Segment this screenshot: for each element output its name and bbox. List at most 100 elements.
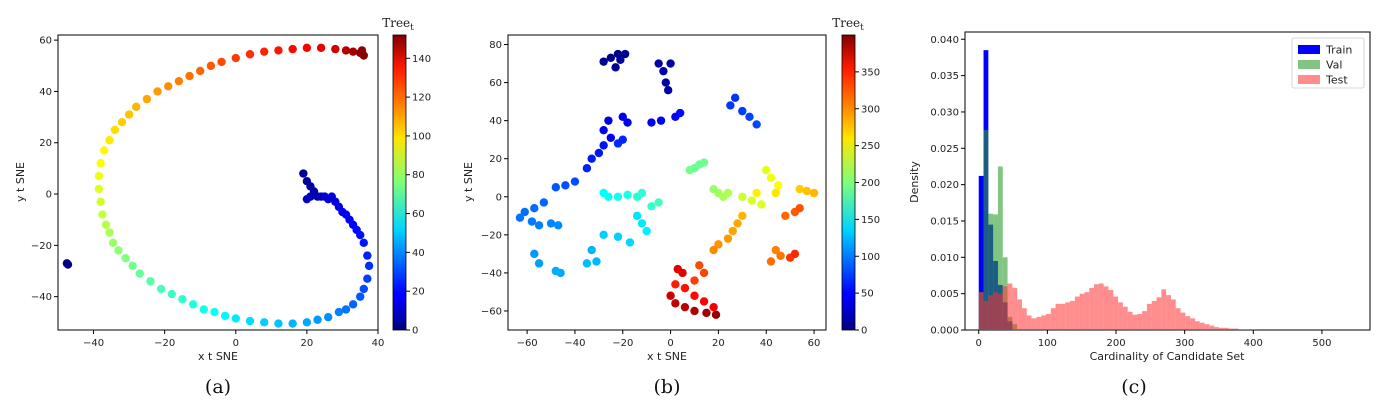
scatter-point — [348, 47, 358, 56]
panel-b-colorbar-title-main: Tree — [832, 16, 860, 30]
scatter-point — [587, 154, 596, 163]
scatter-point — [613, 192, 623, 201]
scatter-point — [220, 311, 230, 321]
colorbar-tick-label: 40 — [412, 248, 425, 259]
scatter-point — [561, 181, 570, 190]
panel-a-y-ticks: −40 −20 0 20 40 60 — [31, 36, 58, 303]
panel-b-points — [515, 49, 819, 319]
scatter-point — [604, 192, 613, 201]
histogram-bar — [1084, 292, 1090, 330]
scatter-point — [539, 198, 549, 207]
scatter-point — [260, 47, 269, 56]
histogram-bar — [983, 130, 989, 330]
panel-b-colorbar — [841, 34, 856, 331]
x-tick-label: 0 — [233, 338, 239, 349]
colorbar-tick-label: 80 — [412, 170, 425, 181]
y-tick-label: 60 — [39, 36, 52, 47]
scatter-point — [659, 66, 668, 76]
y-tick-label: −40 — [31, 292, 52, 303]
scatter-point — [299, 169, 308, 178]
scatter-point — [341, 305, 351, 314]
colorbar-tick-label: 20 — [412, 287, 425, 298]
histogram-bar — [1243, 329, 1248, 330]
histogram-bar — [1161, 289, 1167, 330]
histogram-bar — [1060, 303, 1066, 330]
panel-c-y-label: Density — [908, 161, 921, 203]
scatter-point — [654, 59, 663, 68]
panel-b-x-label: x t SNE — [647, 350, 687, 363]
histogram-bar — [1021, 308, 1027, 330]
legend-swatch — [1298, 60, 1320, 69]
x-tick-label: 500 — [1312, 338, 1331, 349]
x-tick-label: 400 — [1244, 338, 1263, 349]
scatter-point — [690, 306, 699, 316]
scatter-point — [752, 120, 761, 129]
histogram-bar — [1070, 300, 1075, 330]
y-tick-label: 0 — [46, 190, 52, 201]
scatter-point — [625, 238, 635, 247]
scatter-point — [599, 141, 608, 150]
scatter-point — [647, 202, 656, 211]
scatter-point — [520, 207, 529, 217]
panel-a-colorbar — [392, 34, 407, 331]
scatter-point — [661, 78, 671, 87]
panel-b-x-ticks: −60 −40 −20 0 20 40 60 — [517, 330, 821, 349]
scatter-point — [738, 106, 747, 116]
panel-b-colorbar-title: Treet — [832, 16, 864, 33]
scatter-point — [274, 319, 283, 328]
scatter-point — [771, 245, 780, 255]
scatter-point — [666, 291, 675, 300]
legend-label: Val — [1326, 59, 1342, 72]
histogram-bar — [1017, 299, 1022, 330]
scatter-point — [695, 261, 704, 270]
scatter-point — [105, 135, 114, 145]
histogram-bar — [1074, 296, 1080, 330]
panel-a-colorbar-title-sub: t — [410, 23, 414, 33]
scatter-point — [117, 118, 127, 127]
y-tick-label: −20 — [481, 230, 502, 241]
x-tick-label: 20 — [301, 338, 314, 349]
scatter-point — [623, 118, 632, 127]
scatter-point — [324, 312, 333, 322]
colorbar-tick-label: 200 — [861, 178, 880, 189]
histogram-bar — [1218, 327, 1224, 330]
scatter-point — [795, 184, 804, 194]
scatter-point — [114, 246, 123, 255]
x-tick-label: −40 — [564, 338, 585, 349]
scatter-point — [527, 217, 537, 226]
scatter-point — [632, 211, 642, 221]
panel-b-axes-frame — [507, 34, 827, 331]
x-tick-label: 60 — [808, 338, 821, 349]
scatter-point — [671, 280, 680, 289]
scatter-point — [63, 260, 73, 269]
scatter-point — [606, 53, 616, 63]
scatter-point — [313, 315, 322, 324]
x-tick-label: −20 — [154, 338, 175, 349]
scatter-point — [709, 302, 718, 312]
scatter-point — [288, 319, 297, 328]
scatter-point — [94, 171, 104, 181]
histogram-bar — [1012, 287, 1018, 330]
scatter-point — [671, 299, 680, 308]
histogram-bar — [1170, 299, 1176, 330]
scatter-point — [210, 307, 219, 317]
histogram-bar — [1223, 327, 1229, 330]
y-tick-label: 0.035 — [930, 71, 959, 82]
histogram-bar — [1151, 300, 1157, 330]
scatter-point — [302, 318, 312, 327]
y-tick-label: 40 — [489, 116, 502, 127]
scatter-point — [637, 188, 647, 198]
scatter-point — [534, 259, 544, 268]
scatter-point — [105, 228, 114, 237]
scatter-point — [167, 289, 176, 299]
scatter-point — [554, 221, 563, 230]
scatter-point — [231, 314, 240, 323]
scatter-point — [582, 164, 592, 173]
y-tick-label: 40 — [39, 87, 52, 98]
scatter-point — [656, 116, 666, 125]
panel-a-tsne-scatter: −40 −20 0 20 40 −40 −20 0 20 40 60 x t SNE y t SN… — [14, 16, 431, 398]
panel-c-caption: (c) — [1121, 376, 1146, 398]
scatter-point — [359, 284, 368, 294]
scatter-point — [356, 292, 365, 301]
scatter-point — [142, 94, 152, 104]
